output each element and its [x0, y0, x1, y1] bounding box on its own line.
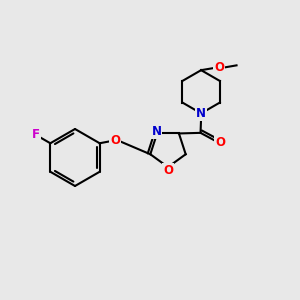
Text: O: O: [110, 134, 120, 147]
Text: F: F: [32, 128, 40, 142]
Text: O: O: [215, 136, 225, 149]
Text: N: N: [196, 107, 206, 120]
Text: O: O: [214, 61, 224, 74]
Text: O: O: [163, 164, 173, 177]
Text: N: N: [152, 125, 161, 139]
